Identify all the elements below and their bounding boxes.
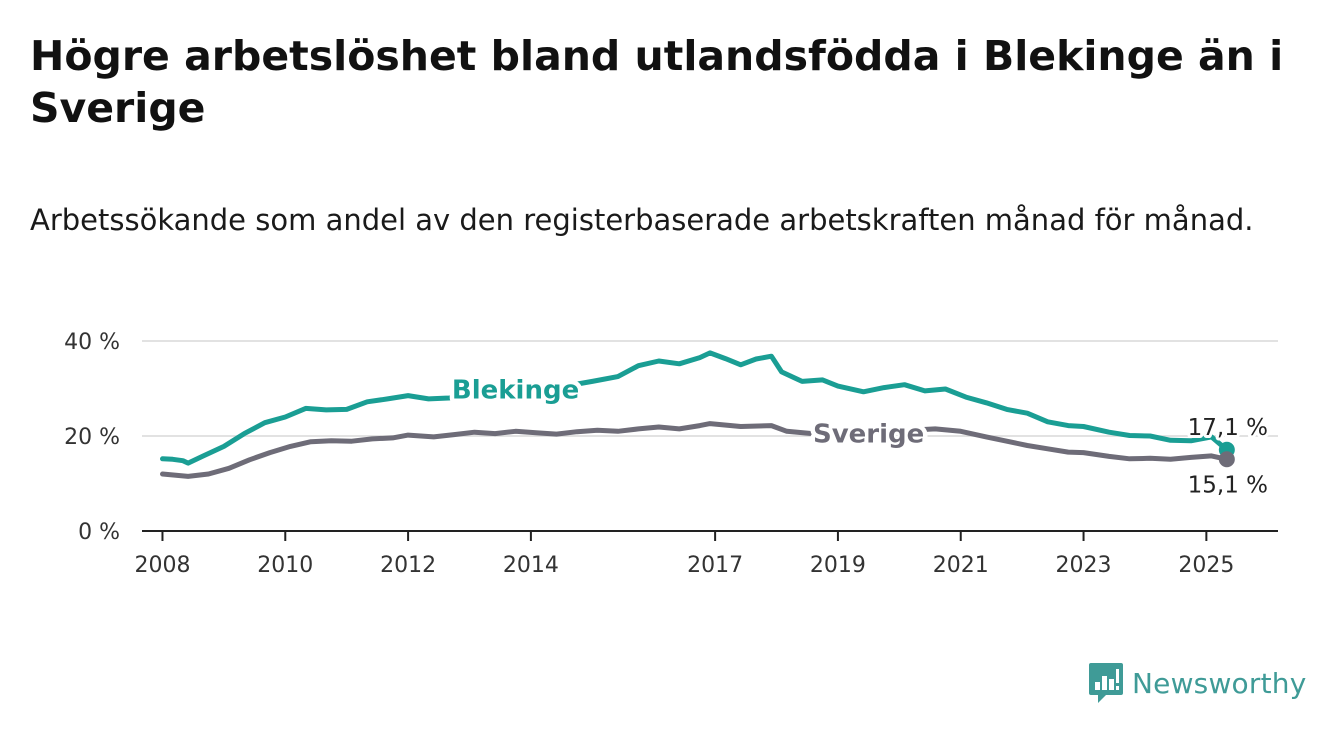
series-lines: [160, 350, 1235, 479]
y-tick-label: 0 %: [78, 520, 120, 545]
y-tick-label: 40 %: [64, 330, 120, 355]
series-label-sverige: Sverige: [813, 419, 924, 449]
newsworthy-logo: Newsworthy: [1088, 660, 1307, 706]
x-tick-label: 2023: [1056, 553, 1112, 578]
brand-name: Newsworthy: [1132, 666, 1307, 700]
x-tick-label: 2019: [810, 553, 866, 578]
bar-chart-logo-icon: [1089, 663, 1123, 703]
x-tick-label: 2012: [380, 553, 436, 578]
end-value-label-sverige: 15,1 %: [1188, 472, 1268, 498]
end-value-label-blekinge: 17,1 %: [1188, 415, 1268, 441]
x-tick-label: 2014: [503, 553, 559, 578]
chart-title: Högre arbetslöshet bland utlandsfödda i …: [30, 32, 1284, 132]
y-tick-label: 20 %: [64, 425, 120, 450]
chart-subtitle: Arbetssökande som andel av den registerb…: [30, 203, 1254, 237]
series-endpoint-sverige: [1218, 451, 1235, 468]
gridlines: [142, 340, 1278, 437]
x-tick-label: 2025: [1178, 553, 1234, 578]
x-tick-label: 2017: [687, 553, 743, 578]
series-line-blekinge: [160, 350, 1230, 466]
x-tick-label: 2021: [933, 553, 989, 578]
x-tick-label: 2010: [257, 553, 313, 578]
series-line-sverige: [160, 421, 1230, 479]
axes: 0 % 20 % 40 % 2008 2010 2012 2014 2017 2019 2021 2…: [64, 330, 1278, 578]
series-labels: Blekinge 17,1 % Sverige 15,1 %: [447, 371, 1271, 501]
series-label-blekinge: Blekinge: [452, 375, 579, 405]
x-tick-label: 2008: [134, 553, 190, 578]
